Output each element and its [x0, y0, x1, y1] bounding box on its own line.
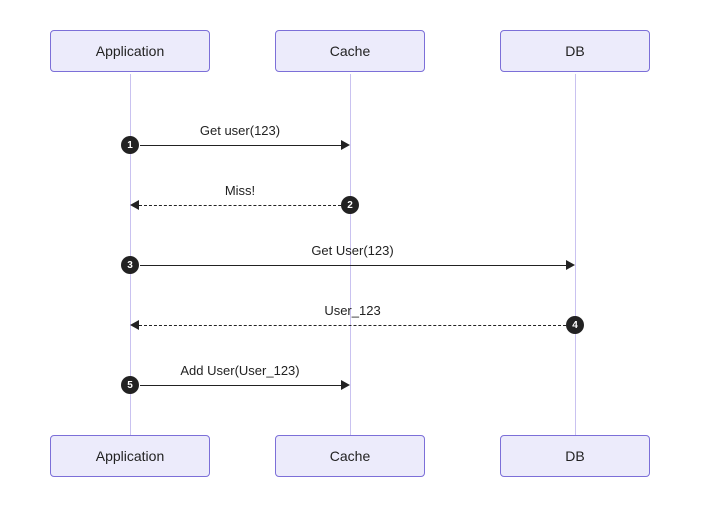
sequence-number: 2 [341, 196, 359, 214]
message-label: Get User(123) [130, 243, 575, 258]
lifeline-db [575, 74, 576, 435]
actor-label: Cache [330, 448, 370, 464]
arrow-head-icon [130, 320, 139, 330]
arrow-head-icon [341, 140, 350, 150]
actor-label: DB [565, 448, 584, 464]
actor-box-application-top: Application [50, 30, 210, 72]
message-label: Get user(123) [130, 123, 350, 138]
message-arrow [139, 325, 566, 326]
actor-box-application-bottom: Application [50, 435, 210, 477]
message-arrow [140, 265, 567, 266]
message-label: Add User(User_123) [130, 363, 350, 378]
sequence-number: 4 [566, 316, 584, 334]
message-label: Miss! [130, 183, 350, 198]
actor-label: Cache [330, 43, 370, 59]
actor-box-cache-bottom: Cache [275, 435, 425, 477]
actor-label: Application [96, 43, 165, 59]
arrow-head-icon [130, 200, 139, 210]
message-arrow [139, 205, 341, 206]
arrow-head-icon [566, 260, 575, 270]
arrow-head-icon [341, 380, 350, 390]
sequence-number: 1 [121, 136, 139, 154]
actor-box-cache-top: Cache [275, 30, 425, 72]
message-arrow [140, 145, 342, 146]
actor-box-db-top: DB [500, 30, 650, 72]
message-arrow [140, 385, 342, 386]
sequence-number: 5 [121, 376, 139, 394]
actor-label: DB [565, 43, 584, 59]
actor-box-db-bottom: DB [500, 435, 650, 477]
sequence-number: 3 [121, 256, 139, 274]
actor-label: Application [96, 448, 165, 464]
message-label: User_123 [130, 303, 575, 318]
